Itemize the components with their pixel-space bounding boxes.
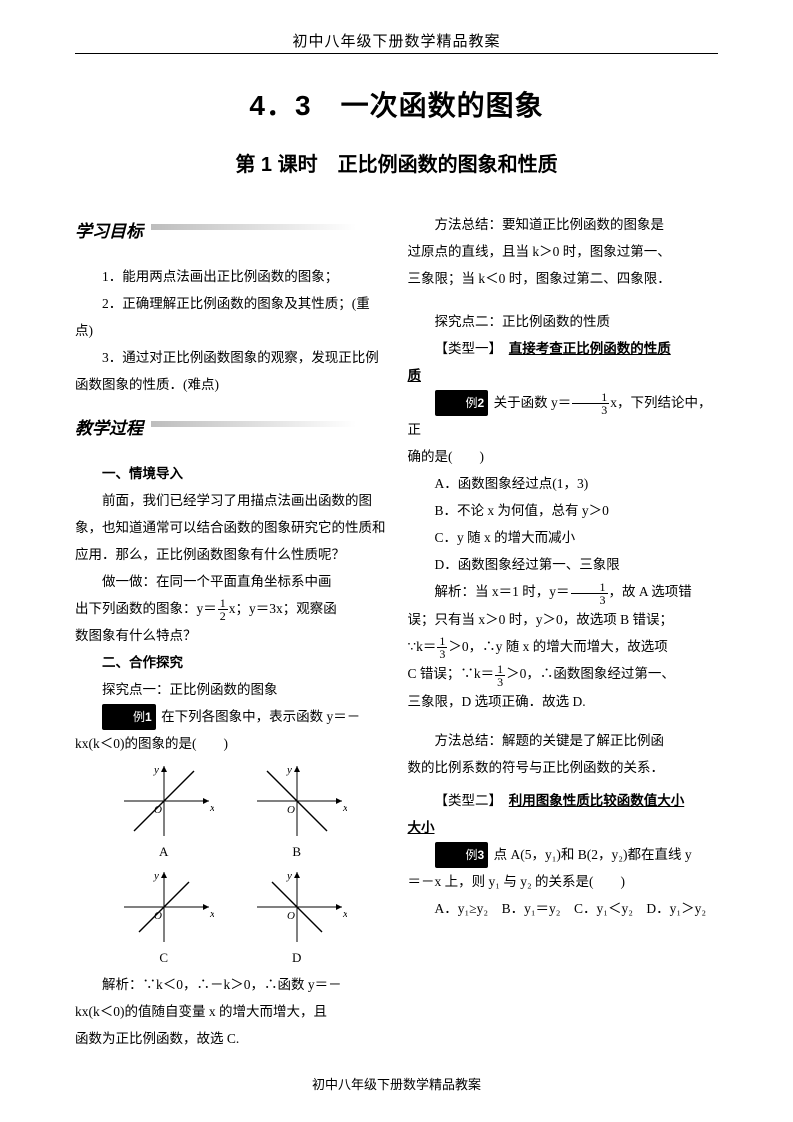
analysis-1b: kx(k＜0)的值随自变量 x 的增大而增大，且 [75,998,386,1025]
do-line-3: 数图象有什么特点？ [75,622,386,649]
svg-text:x: x [342,802,347,814]
do-line-2a: 出下列函数的图象：y＝ [75,601,217,616]
graph-label-D: D [243,945,350,971]
analysis2-c: ∵k＝13＞0，∴y 随 x 的增大而增大，故选项 [408,633,719,660]
svg-text:x: x [209,802,214,814]
frac-one-half: 12 [218,597,228,622]
type2-text: 利用图象性质比较函数值大小 [509,793,685,808]
example-2-line2: 确的是( ) [408,443,719,470]
graph-label-C: C [110,945,217,971]
sub-title: 第 1 课时 正比例函数的图象和性质 [75,148,718,177]
type2-cont: 大小 [408,814,719,841]
example-badge-1: 例1 [102,704,156,730]
goal-3: 3．通过对正比例函数图象的观察，发现正比例函数图象的性质．(难点) [75,344,386,398]
topic-2: 探究点二：正比例函数的性质 [408,308,719,335]
example-3-line2: ＝－x 上，则 y₁ 与 y₂ 的关系是( ) [408,868,719,895]
main-title: 4．3 一次函数的图象 [75,84,718,124]
svg-text:O: O [287,910,295,922]
graph-A: x y O A [110,761,217,865]
svg-text:y: y [286,870,292,882]
frac-1-3-d: 13 [495,663,505,688]
graph-D-svg: x y O [247,867,347,947]
options-3: A．y₁≥y₂ B．y₁＝y₂ C．y₁＜y₂ D．y₁＞y₂ [408,895,719,922]
topic-1: 探究点一：正比例函数的图象 [75,676,386,703]
type1-text: 直接考查正比例函数的性质 [509,341,671,356]
svg-text:y: y [153,870,159,882]
graph-B: x y O B [243,761,350,865]
graph-B-svg: x y O [247,761,347,841]
content-columns: 学习目标 1．能用两点法画出正比例函数的图象； 2．正确理解正比例函数的图象及其… [75,211,718,1052]
svg-text:x: x [209,908,214,920]
frac-1-3-c: 13 [437,635,447,660]
right-column: 方法总结：要知道正比例函数的图象是 过原点的直线，且当 k＞0 时，图象过第一、… [408,211,719,1052]
svg-text:O: O [287,804,295,816]
section-goals-label: 学习目标 [75,215,147,249]
example-2-line1: 例2 关于函数 y＝13x，下列结论中，正 [408,389,719,443]
page-header: 初中八年级下册数学精品教案 [75,30,718,54]
summary2-a: 方法总结：解题的关键是了解正比例函 [408,727,719,754]
left-column: 学习目标 1．能用两点法画出正比例函数的图象； 2．正确理解正比例函数的图象及其… [75,211,386,1052]
graph-C-svg: x y O [114,867,214,947]
summary2-b: 数的比例系数的符号与正比例函数的关系． [408,754,719,781]
type1-cont: 质 [408,362,719,389]
page: 初中八年级下册数学精品教案 4．3 一次函数的图象 第 1 课时 正比例函数的图… [0,0,793,1122]
ex3-a: 点 A(5，y₁)和 B(2，y₂)都在直线 y [490,847,691,862]
option-B: B．不论 x 为何值，总有 y＞0 [408,497,719,524]
page-footer: 初中八年级下册数学精品教案 [75,1074,718,1093]
do-line-1: 做一做：在同一个平面直角坐标系中画 [75,568,386,595]
heading-context: 一、情境导入 [75,460,386,487]
example-1-text: 在下列各图象中，表示函数 y＝－ [158,709,361,724]
example-badge-3: 例3 [435,842,489,868]
type1-label: 【类型一】 [435,341,496,356]
graph-label-A: A [110,839,217,865]
example-3-line1: 例3 点 A(5，y₁)和 B(2，y₂)都在直线 y [408,841,719,868]
analysis2-d: C 错误；∵k＝13＞0，∴函数图象经过第一、 [408,660,719,687]
graph-D: x y O D [243,867,350,971]
para-context: 前面，我们已经学习了用描点法画出函数的图象，也知道通常可以结合函数的图象研究它的… [75,487,386,568]
svg-text:y: y [286,764,292,776]
frac-1-3-a: 13 [572,391,609,416]
section-process-label: 教学过程 [75,412,147,446]
svg-text:x: x [342,908,347,920]
type-2: 【类型二】 利用图象性质比较函数值大小 [408,787,719,814]
type2-label: 【类型二】 [435,793,496,808]
summary1-c: 三象限；当 k＜0 时，图象过第二、四象限． [408,265,719,292]
analysis2-e: 三象限，D 选项正确．故选 D. [408,688,719,715]
heading-explore: 二、合作探究 [75,649,386,676]
do-line-2b: x；y＝3x；观察函 [229,601,337,616]
option-D: D．函数图象经过第一、三象限 [408,551,719,578]
svg-text:y: y [153,764,159,776]
option-A: A．函数图象经过点(1，3) [408,470,719,497]
frac-1-3-b: 13 [571,581,608,606]
summary1-b: 过原点的直线，且当 k＞0 时，图象过第一、 [408,238,719,265]
graph-label-B: B [243,839,350,865]
type-1: 【类型一】 直接考查正比例函数的性质 [408,335,719,362]
analysis2-a: 解析：当 x＝1 时，y＝13，故 A 选项错 [408,578,719,605]
summary1-a: 方法总结：要知道正比例函数的图象是 [408,211,719,238]
analysis2-b: 误；只有当 x＞0 时，y＞0，故选项 B 错误； [408,606,719,633]
graph-grid: x y O A x y O [110,761,350,971]
graph-C: x y O C [110,867,217,971]
goal-1: 1．能用两点法画出正比例函数的图象； [75,263,386,290]
example-1-line2: kx(k＜0)的图象的是( ) [75,730,386,757]
graph-A-svg: x y O [114,761,214,841]
example-badge-2: 例2 [435,390,489,416]
analysis-1a: 解析：∵k＜0，∴－k＞0，∴函数 y＝－ [75,971,386,998]
option-C: C．y 随 x 的增大而减小 [408,524,719,551]
goal-2: 2．正确理解正比例函数的图象及其性质；(重点) [75,290,386,344]
do-line-2: 出下列函数的图象：y＝12x；y＝3x；观察函 [75,595,386,622]
example-1-line1: 例1 在下列各图象中，表示函数 y＝－ [75,703,386,730]
analysis-1c: 函数为正比例函数，故选 C. [75,1025,386,1052]
ex2-pre: 关于函数 y＝ [490,395,571,410]
